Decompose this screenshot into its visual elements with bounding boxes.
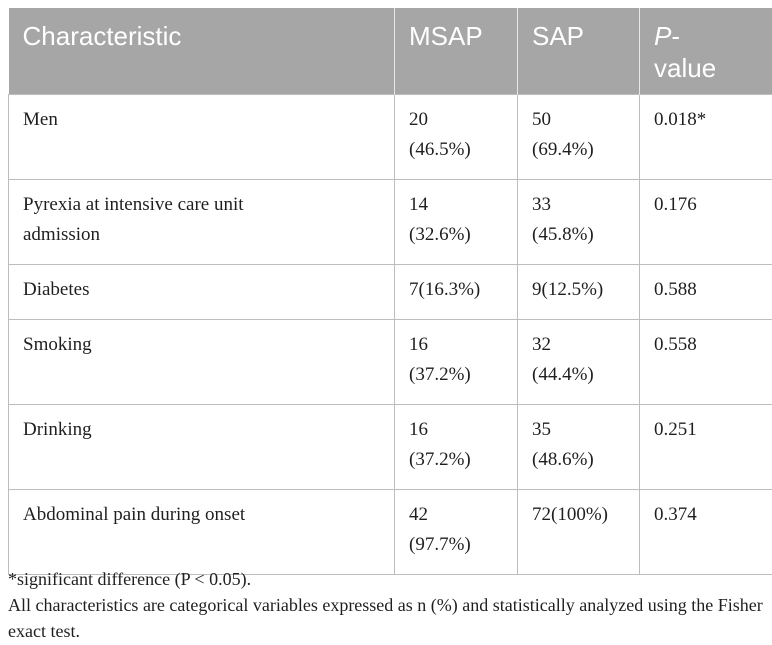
characteristics-table: Characteristic MSAP SAP P-value Men 20 (4… [8,8,772,575]
cell-characteristic: Diabetes [8,264,395,320]
cell-characteristic: Drinking [8,404,395,490]
cell-sap: 33 (45.8%) [517,179,640,265]
cell-sap-percent: (45.8%) [532,224,594,245]
cell-msap-percent: (46.5%) [409,139,471,160]
table-header: Characteristic MSAP SAP P-value [8,8,772,95]
characteristics-table-container: Characteristic MSAP SAP P-value Men 20 (4… [8,8,772,575]
cell-msap: 42 (97.7%) [394,489,518,575]
table-row: Abdominal pain during onset 42 (97.7%) 72… [8,489,772,575]
cell-msap-percent: (97.7%) [409,534,471,555]
cell-p-value: 0.558 [639,319,772,405]
cell-msap: 20 (46.5%) [394,94,518,180]
cell-characteristic-line2: admission [23,224,101,245]
table-row: Diabetes 7(16.3%) 9(12.5%) 0.588 [8,264,772,320]
cell-msap: 14 (32.6%) [394,179,518,265]
header-row: Characteristic MSAP SAP P-value [8,8,772,95]
cell-sap-count: 50 [532,109,551,130]
cell-characteristic: Smoking [8,319,395,405]
cell-sap: 35 (48.6%) [517,404,640,490]
cell-sap: 9(12.5%) [517,264,640,320]
cell-characteristic: Abdominal pain during onset [8,489,395,575]
cell-msap-count: 20 [409,109,428,130]
cell-sap-percent: (48.6%) [532,449,594,470]
cell-p-value: 0.018* [639,94,772,180]
cell-sap: 32 (44.4%) [517,319,640,405]
cell-characteristic: Men [8,94,395,180]
cell-p-value: 0.374 [639,489,772,575]
cell-msap-percent: (32.6%) [409,224,471,245]
cell-sap-percent: (69.4%) [532,139,594,160]
cell-msap: 7(16.3%) [394,264,518,320]
cell-msap-percent: (37.2%) [409,449,471,470]
cell-sap-percent: (44.4%) [532,364,594,385]
footnote-significance: *significant difference (P < 0.05). [8,569,252,589]
header-p-suffix: value [654,53,717,83]
cell-characteristic: Pyrexia at intensive care unit admission [8,179,395,265]
footnote-method: All characteristics are categorical vari… [8,595,763,641]
cell-msap-count: 42 [409,504,428,525]
table-row: Drinking 16 (37.2%) 35 (48.6%) 0.251 [8,404,772,490]
cell-sap: 50 (69.4%) [517,94,640,180]
cell-msap: 16 (37.2%) [394,319,518,405]
header-p-suffix-hyphen: - [671,21,681,51]
cell-msap-count: 16 [409,419,428,440]
table-row: Pyrexia at intensive care unit admission … [8,179,772,265]
header-sap: SAP [517,8,640,95]
table-row: Smoking 16 (37.2%) 32 (44.4%) 0.558 [8,319,772,405]
cell-p-value: 0.588 [639,264,772,320]
cell-msap-count: 16 [409,334,428,355]
cell-sap-count: 33 [532,194,551,215]
header-msap: MSAP [394,8,518,95]
header-p-letter: P [654,21,672,51]
cell-sap-count: 32 [532,334,551,355]
table-body: Men 20 (46.5%) 50 (69.4%) 0.018* Pyrexia a… [8,94,772,575]
cell-p-value: 0.251 [639,404,772,490]
cell-msap-count: 14 [409,194,428,215]
cell-characteristic-line1: Pyrexia at intensive care unit [23,194,244,215]
cell-p-value: 0.176 [639,179,772,265]
cell-msap-percent: (37.2%) [409,364,471,385]
cell-sap-count: 35 [532,419,551,440]
header-characteristic: Characteristic [8,8,395,95]
table-row: Men 20 (46.5%) 50 (69.4%) 0.018* [8,94,772,180]
cell-sap: 72(100%) [517,489,640,575]
table-footnotes: *significant difference (P < 0.05). All … [8,566,772,644]
cell-msap: 16 (37.2%) [394,404,518,490]
header-p-value: P-value [639,8,772,95]
